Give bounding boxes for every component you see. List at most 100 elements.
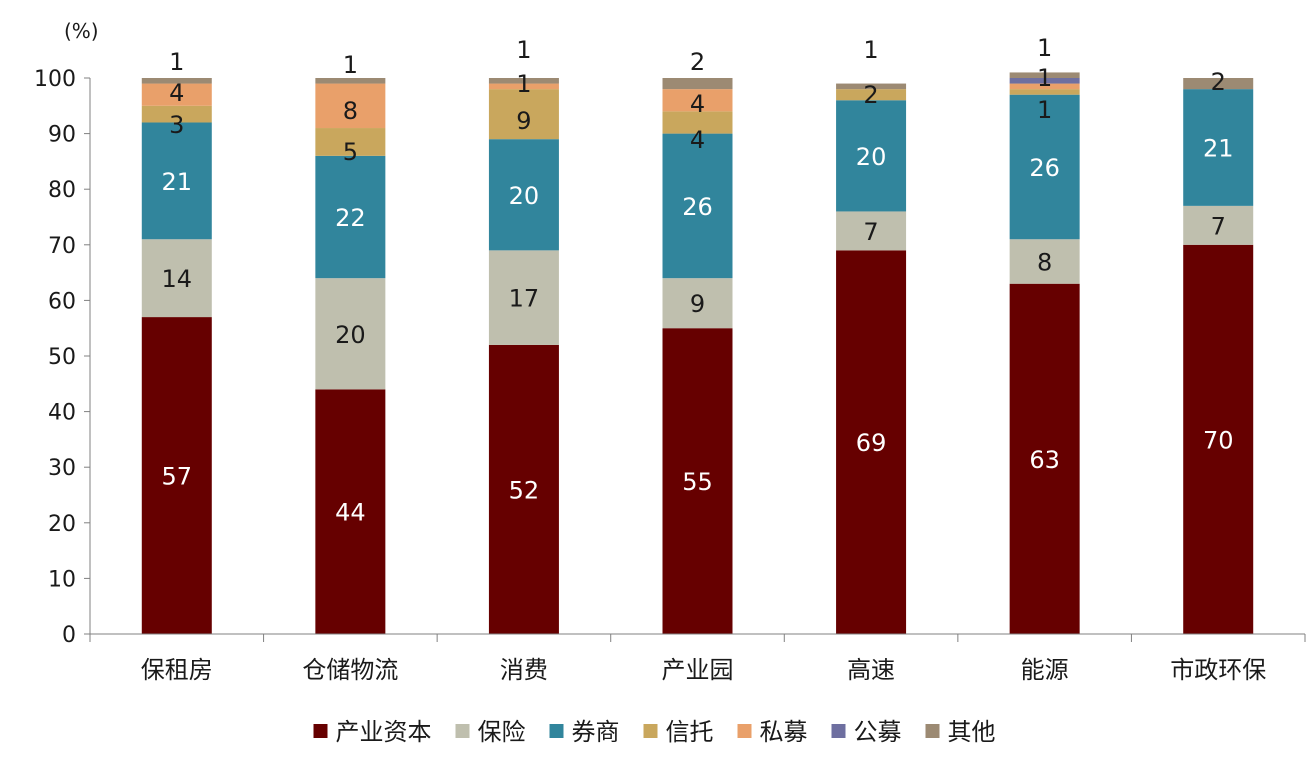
legend-label: 私募: [760, 718, 808, 746]
x-category-label: 产业园: [662, 656, 734, 684]
bar-segment: [141, 239, 212, 318]
bar-value-label: 55: [682, 468, 713, 496]
bar-value-label: 57: [162, 463, 193, 491]
bar-value-label: 14: [162, 265, 193, 293]
segment-annotation-label: 4: [690, 90, 705, 118]
bar-segment: [836, 83, 907, 90]
legend-swatch: [313, 724, 328, 738]
bar-segment: [662, 133, 733, 279]
bar-segment: [488, 83, 559, 90]
bar-segment: [141, 317, 212, 634]
segment-annotation-label: 1: [1037, 96, 1052, 124]
bar-segment: [315, 83, 386, 129]
legend-swatch: [925, 724, 940, 738]
segment-annotation-label: 4: [690, 126, 705, 154]
segment-annotation-label: 1: [169, 48, 184, 76]
bar-value-label: 21: [162, 168, 193, 196]
segment-annotation-label: 1: [516, 36, 531, 64]
bar-segment: [1183, 78, 1254, 90]
bar-segment: [315, 78, 386, 84]
x-category-label: 仓储物流: [302, 656, 398, 684]
bar-segment: [662, 78, 733, 90]
legend-label: 保险: [478, 718, 526, 746]
bar-segment: [141, 83, 212, 106]
bar-segment: [488, 89, 559, 140]
legend-swatch: [549, 724, 564, 738]
bar-segment: [836, 211, 907, 251]
x-category-label: 能源: [1021, 656, 1069, 684]
segment-annotation-label: 1: [863, 36, 878, 64]
segment-annotation-label: 5: [343, 138, 358, 166]
y-unit-label: (%): [64, 19, 99, 43]
y-tick-label: 80: [48, 178, 76, 203]
bar-value-label: 7: [863, 218, 878, 246]
legend-label: 产业资本: [336, 718, 432, 746]
legend: 产业资本 保险 券商 信托 私募 公募 其他: [313, 718, 996, 746]
bar-value-label: 20: [856, 143, 887, 171]
bar-value-label: 20: [509, 182, 540, 210]
legend-swatch: [831, 724, 846, 738]
bar-segment: [836, 100, 907, 212]
legend-label: 信托: [666, 718, 714, 746]
bar-segment: [141, 78, 212, 84]
segment-annotation-label: 1: [343, 51, 358, 79]
bar-value-label: 26: [1029, 154, 1060, 182]
bar-value-label: 21: [1203, 135, 1234, 163]
x-category-label: 保租房: [141, 656, 213, 684]
x-category-label: 高速: [847, 656, 895, 684]
legend-swatch: [737, 724, 752, 738]
bar-segment: [1009, 283, 1080, 634]
segment-annotation-label: 9: [516, 107, 531, 135]
bar-segment: [1009, 72, 1080, 78]
bar-segment: [488, 344, 559, 634]
y-tick-label: 40: [48, 401, 76, 426]
legend-swatch: [455, 724, 470, 738]
bar-value-label: 20: [335, 321, 366, 349]
y-tick-label: 0: [62, 623, 76, 648]
bar-segment: [1183, 205, 1254, 245]
legend-label: 其他: [948, 718, 996, 746]
bar-segment: [662, 89, 733, 112]
bar-value-label: 69: [856, 429, 887, 457]
bar-segment: [315, 389, 386, 634]
bar-segment: [662, 328, 733, 634]
segment-annotation-label: 1: [1037, 34, 1052, 62]
segment-annotation-label: 4: [169, 79, 184, 107]
bar-value-label: 70: [1203, 426, 1234, 454]
segment-annotation-label: 1: [516, 70, 531, 98]
bar-value-label: 52: [509, 476, 540, 504]
bar-segment: [1009, 239, 1080, 284]
bar-segment: [315, 278, 386, 390]
bar-value-label: 26: [682, 193, 713, 221]
bar-segment: [662, 111, 733, 134]
axes: 0 10 20 30 40 50 60 70 80 90 100 (%) 保租房 仓储物流 消费 产业园 高速 能…: [34, 19, 1306, 684]
bar-segment: [141, 122, 212, 240]
legend-label: 公募: [854, 718, 902, 746]
segment-annotation-label: 2: [690, 48, 705, 76]
segment-annotation-label: 2: [863, 81, 878, 109]
y-tick-label: 70: [48, 234, 76, 259]
bar-segment: [1009, 94, 1080, 240]
segment-annotation-label: 3: [169, 111, 184, 139]
segment-annotation-label: 1: [1037, 64, 1052, 92]
y-tick-label: 90: [48, 123, 76, 148]
bar-segment: [488, 78, 559, 84]
x-category-label: 市政环保: [1170, 656, 1266, 684]
y-tick-label: 50: [48, 345, 76, 370]
bar-segment: [662, 278, 733, 329]
y-tick-label: 100: [34, 67, 76, 92]
y-tick-label: 10: [48, 567, 76, 592]
bar-segment: [1183, 244, 1254, 635]
y-tick-label: 30: [48, 456, 76, 481]
bar-segment: [1009, 78, 1080, 84]
bar-segment: [1009, 89, 1080, 95]
bar-value-label: 22: [335, 204, 366, 232]
bar-value-label: 63: [1029, 446, 1060, 474]
bar-value-label: 9: [690, 290, 705, 318]
bar-value-label: 8: [1037, 248, 1052, 276]
bar-segment: [836, 250, 907, 635]
y-tick-label: 60: [48, 289, 76, 314]
bar-segment: [141, 105, 212, 123]
